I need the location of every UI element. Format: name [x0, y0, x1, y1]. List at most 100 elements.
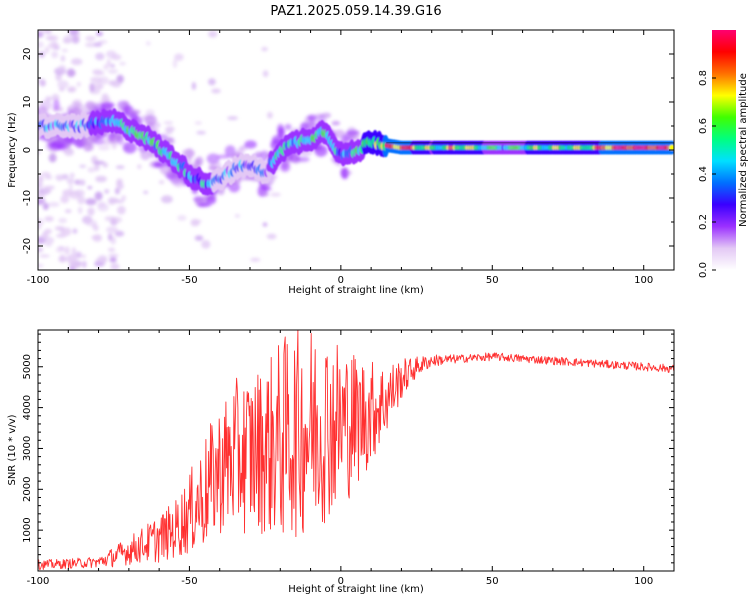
spectrogram-noise-blob [102, 96, 111, 103]
spectrogram-noise-blob [96, 84, 104, 90]
spectrogram-noise-blob [56, 175, 63, 182]
spectrogram-noise-blob [211, 88, 221, 94]
spectrogram-noise-blob [109, 197, 120, 204]
spectrogram-noise-blob [66, 254, 78, 264]
spectrogram-noise-blob [38, 248, 42, 252]
spectrogram-noise-blob [51, 93, 60, 102]
spectrogram-noise-blob [56, 233, 67, 238]
spectrogram-noise-blob [82, 260, 87, 269]
spectrogram-noise-blob [97, 255, 108, 264]
spectrogram-noise-blob [77, 195, 86, 205]
spectrogram-noise-blob [71, 247, 77, 256]
spectrogram-noise-blob [114, 230, 125, 237]
spectrogram-noise-blobs [38, 30, 281, 270]
colorbar-tick-label: 0.2 [698, 214, 709, 230]
snr-y-axis-label: SNR (10 * v/v) [7, 414, 18, 485]
spectrogram-spread-blob [195, 156, 204, 166]
colorbar-tick-label: 0.8 [698, 70, 709, 86]
spectrogram-spread-blob [140, 149, 151, 161]
spectrogram-noise-blob [58, 246, 65, 250]
spectrogram-noise-blob [44, 175, 53, 180]
spectrogram-noise-blob [58, 255, 67, 263]
snr-ticks: -100 -50 0 50 100 1000 2000 3000 4000 5000 [22, 330, 675, 587]
spectrogram-spread-blob [270, 174, 278, 180]
colorbar-label: Normalized spectral amplitude [738, 73, 749, 227]
spectrogram-noise-blob [208, 30, 218, 38]
spectrogram-noise-blob [93, 71, 105, 76]
spectrogram-noise-blob [89, 82, 95, 92]
spectrogram-noise-blob [208, 78, 216, 86]
y-tick-label: -20 [22, 238, 33, 254]
x-tick-label: 0 [338, 275, 344, 286]
spectrogram-noise-blob [96, 31, 103, 37]
spectrogram-noise-blob [62, 189, 74, 197]
spectrogram-noise-blob [44, 46, 50, 54]
spectrogram-noise-blob [38, 31, 44, 38]
spectrogram-ridge-core [668, 144, 674, 151]
spectrogram-noise-blob [44, 228, 52, 235]
spectrogram-noise-blob [227, 116, 239, 120]
y-tick-label: 20 [22, 48, 33, 61]
snr-panel: -100 -50 0 50 100 1000 2000 3000 4000 5000 Height… [7, 329, 675, 595]
snr-x-axis-label: Height of straight line (km) [288, 584, 424, 595]
spectrogram-noise-blob [61, 48, 68, 53]
spectrogram-noise-blob [261, 47, 268, 52]
spectrogram-noise-blob [115, 165, 125, 169]
spectrogram-noise-blob [95, 175, 107, 183]
spectrogram-noise-blob [67, 87, 76, 93]
spectrogram-ridge [38, 108, 674, 196]
spectrogram-noise-blob [44, 216, 54, 222]
spectrogram-spread-blob [284, 123, 292, 131]
x-tick-label: 100 [634, 275, 653, 286]
spectrogram-noise-blob [71, 58, 83, 66]
spectrogram-noise-blob [48, 42, 60, 50]
y-tick-label: -10 [22, 190, 33, 206]
spectrogram-noise-blob [85, 42, 97, 48]
y-tick-label: 10 [22, 96, 33, 109]
chart-title: PAZ1.2025.059.14.39.G16 [270, 4, 441, 19]
spectrogram-spread-blob [93, 139, 105, 145]
spectrogram-noise-blob [165, 128, 173, 135]
spectrogram-noise-blob [194, 121, 202, 125]
spectrogram-noise-blob [146, 41, 151, 46]
spectrogram-noise-blob [38, 30, 49, 33]
spectrogram-noise-blob [85, 198, 97, 206]
spectrogram-noise-blob [106, 226, 119, 234]
spectrogram-noise-blob [109, 80, 120, 84]
snr-series-line [38, 330, 674, 571]
spectrogram-noise-blob [77, 179, 83, 186]
spectrogram-noise-blob [76, 82, 81, 87]
y-tick-label: 4000 [22, 395, 33, 420]
spectrogram-noise-blob [190, 218, 200, 227]
spectrogram-noise-blob [87, 207, 95, 216]
spectrogram-spread-blob [262, 191, 270, 197]
colorbar-tick-label: 0.6 [698, 118, 709, 134]
spectrogram-noise-blob [163, 121, 174, 125]
spectrogram-noise-blob [68, 30, 79, 36]
spectrogram-noise-blob [93, 160, 105, 165]
spectrogram-noise-blob [98, 76, 109, 85]
spectrogram-noise-blob [64, 209, 72, 214]
spectrogram-noise-blob [110, 216, 123, 223]
spectrogram-spread-blob [331, 120, 341, 126]
spectrogram-noise-blob [109, 257, 117, 263]
spectrogram-noise-blob [177, 215, 187, 221]
x-tick-label: -50 [181, 576, 197, 587]
spectrogram-spread-blob [345, 170, 353, 175]
spectrogram-noise-blob [48, 202, 60, 207]
spectrogram-noise-blob [104, 189, 110, 194]
spectrogram-spread-blob [340, 167, 349, 180]
spectrogram-noise-blob [60, 195, 70, 204]
spectrogram-noise-blob [64, 246, 70, 255]
spectrogram-noise-blob [174, 53, 184, 61]
spectrogram-noise-blob [110, 64, 115, 68]
spectrogram-noise-blob [60, 55, 66, 62]
spectrogram-noise-blob [38, 78, 46, 83]
spectrogram-spread-blob [332, 129, 346, 139]
spectrogram-noise-blob [196, 130, 206, 135]
spectrogram-spread-blob [206, 195, 217, 205]
spectrogram-spread-blob [85, 101, 96, 111]
x-tick-label: -100 [27, 275, 50, 286]
spectrogram-noise-blob [270, 192, 281, 197]
